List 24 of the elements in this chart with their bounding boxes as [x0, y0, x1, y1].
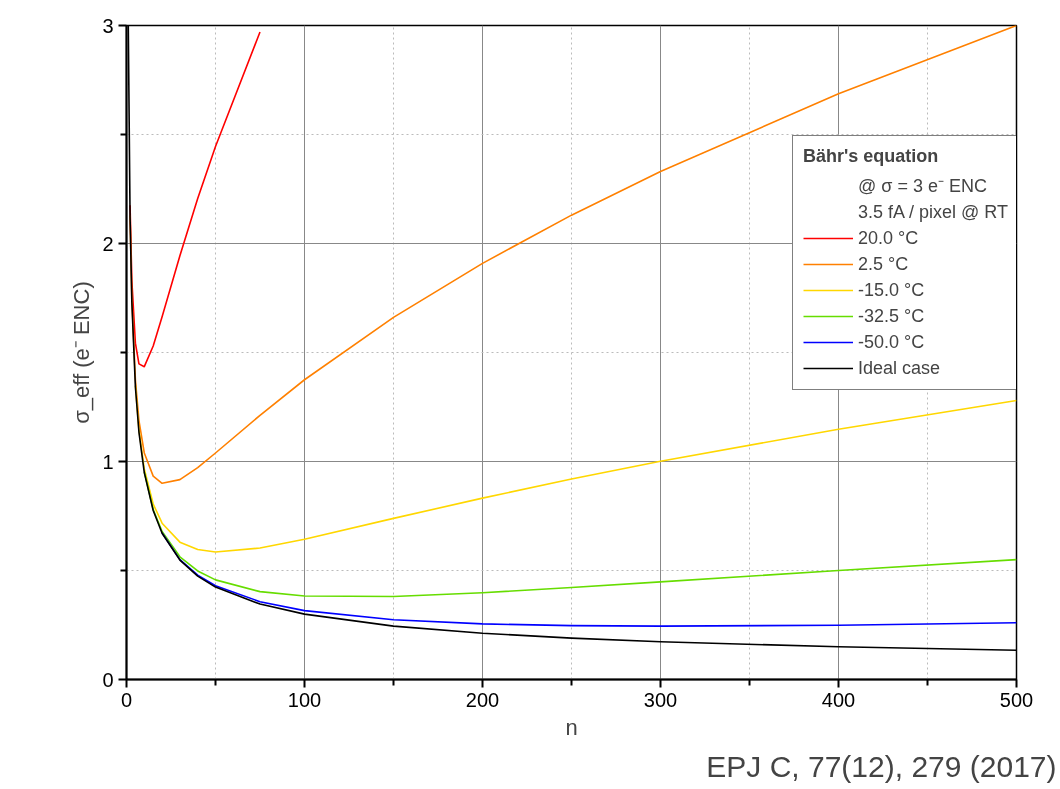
legend-label: -50.0 °C — [858, 331, 925, 353]
line-series — [129, 31, 261, 368]
legend-label: 2.5 °C — [858, 253, 909, 275]
annotation: 3.5 fA / pixel @ RT — [858, 201, 1009, 223]
x-tick-label: 200 — [465, 688, 500, 711]
y-tick-label: 2 — [102, 232, 114, 255]
legend-label: -15.0 °C — [858, 279, 925, 301]
x-tick-label: 400 — [821, 688, 856, 711]
legend-label: 20.0 °C — [858, 227, 919, 249]
y-axis-title: σ_eff (e⁻ ENC) — [69, 281, 95, 424]
annotation: @ σ = 3 e⁻ ENC — [858, 175, 987, 197]
line-series — [129, 25, 1017, 485]
legend-label: Ideal case — [858, 357, 941, 379]
x-tick-label: 100 — [287, 688, 322, 711]
x-tick-label: 0 — [120, 688, 133, 711]
x-tick-label: 500 — [999, 688, 1034, 711]
y-tick-label: 1 — [102, 450, 114, 473]
legend-label: -32.5 °C — [858, 305, 925, 327]
y-tick-label: 0 — [102, 668, 114, 691]
legend-title: Bähr's equation — [803, 146, 940, 167]
text: EPJ C, 77(12), 279 (2017) — [706, 749, 1057, 783]
y-tick-label: 3 — [102, 14, 114, 37]
x-tick-label: 300 — [643, 688, 678, 711]
x-axis-title: n — [565, 714, 578, 740]
